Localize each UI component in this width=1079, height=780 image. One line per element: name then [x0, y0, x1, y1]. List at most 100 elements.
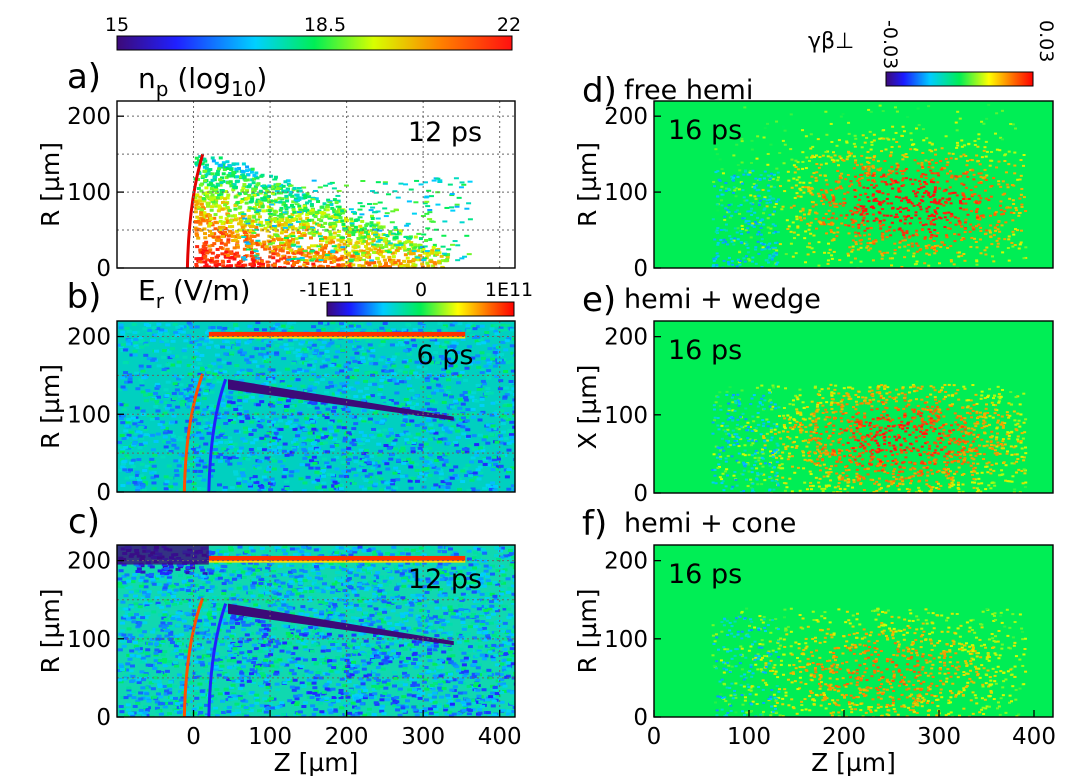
cell — [390, 232, 396, 235]
cell — [272, 265, 277, 268]
cell — [351, 653, 357, 657]
cell — [133, 482, 139, 486]
cell — [138, 336, 144, 340]
cell — [321, 340, 327, 344]
cell — [155, 576, 161, 580]
cell — [311, 210, 316, 214]
cell — [335, 258, 340, 262]
cell — [166, 448, 172, 452]
colorbar-er-mid: 0 — [415, 279, 427, 301]
cell — [358, 229, 363, 233]
cell — [428, 423, 434, 427]
cell — [321, 359, 327, 363]
cell — [200, 251, 205, 255]
cell — [246, 453, 252, 457]
cell — [290, 212, 295, 216]
cell — [214, 353, 220, 357]
cell — [372, 411, 378, 415]
cell — [464, 416, 470, 420]
cell — [266, 420, 272, 424]
cell — [303, 206, 308, 210]
cell — [332, 210, 337, 214]
cell — [279, 191, 284, 195]
cell — [273, 233, 279, 236]
cell — [236, 412, 242, 416]
cell — [351, 387, 357, 391]
cell — [328, 241, 333, 245]
cell — [211, 235, 216, 239]
cell — [333, 329, 339, 333]
cell — [240, 597, 246, 601]
cell — [258, 191, 263, 195]
cell — [324, 214, 329, 218]
cell — [290, 244, 296, 247]
cell — [230, 225, 235, 229]
cell — [181, 454, 187, 458]
cell — [466, 390, 472, 394]
cell — [271, 252, 276, 256]
cell — [505, 361, 511, 365]
cell — [438, 423, 444, 427]
cell — [426, 460, 432, 464]
cell — [154, 386, 160, 390]
cell — [331, 208, 336, 212]
cell — [324, 254, 330, 257]
cell — [356, 337, 362, 341]
cell — [295, 348, 301, 352]
cell — [435, 374, 441, 378]
cell — [378, 477, 384, 481]
cell — [195, 233, 200, 237]
cell — [322, 321, 328, 325]
cell — [418, 237, 423, 241]
cell — [217, 225, 222, 229]
y-axis-label: R [µm] — [36, 142, 65, 227]
cell — [397, 230, 402, 234]
cell — [397, 341, 403, 345]
cell — [476, 631, 482, 635]
cell — [359, 213, 365, 216]
cell — [312, 221, 317, 225]
cell — [272, 245, 277, 249]
cell — [316, 452, 322, 456]
cell — [377, 238, 383, 241]
cell — [281, 324, 287, 328]
cell — [495, 361, 501, 365]
cell — [365, 242, 370, 246]
cell — [171, 414, 177, 418]
cell — [480, 356, 486, 360]
cell — [182, 390, 188, 394]
cell — [223, 243, 228, 247]
cell — [271, 380, 277, 384]
cell — [328, 429, 334, 433]
cell — [329, 202, 334, 206]
cell — [188, 393, 194, 397]
cell — [198, 433, 204, 437]
cell — [268, 217, 273, 221]
cell — [379, 243, 384, 247]
cell — [374, 251, 379, 255]
cell — [162, 440, 168, 444]
cell — [245, 416, 251, 420]
cell — [449, 405, 455, 409]
cell — [366, 712, 372, 716]
cell — [413, 235, 418, 239]
cell — [204, 263, 209, 267]
cell — [218, 378, 224, 382]
cell — [370, 206, 376, 209]
cell — [353, 460, 359, 464]
cell — [213, 213, 218, 217]
cell — [223, 706, 229, 710]
cell — [431, 379, 437, 383]
cell — [252, 248, 258, 251]
cell — [366, 235, 371, 239]
cell — [252, 205, 257, 209]
cell — [441, 437, 447, 441]
cell — [484, 339, 490, 343]
cell — [436, 452, 442, 456]
cell — [385, 467, 391, 471]
cell — [432, 437, 438, 441]
cell — [499, 590, 505, 594]
cell — [512, 406, 515, 410]
cell — [317, 450, 323, 454]
cell — [483, 364, 489, 368]
